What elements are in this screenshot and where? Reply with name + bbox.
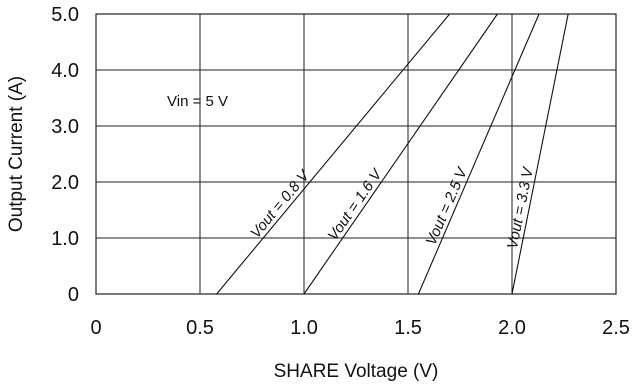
- y-tick-label: 4.0: [51, 60, 79, 82]
- x-tick-label: 1.0: [290, 317, 318, 339]
- x-tick-label: 2.5: [602, 317, 630, 339]
- y-axis-title: Output Current (A): [6, 76, 27, 232]
- series-labels: Vout = 0.8 V Vout = 1.6 V Vout = 2.5 V Vout…: [247, 164, 537, 251]
- x-tick-label: 0.5: [186, 317, 214, 339]
- y-tick-label: 2.0: [51, 172, 79, 194]
- y-tick-label: 1.0: [51, 228, 79, 250]
- series-line: [216, 13, 451, 295]
- series-label: Vout = 2.5 V: [423, 164, 472, 248]
- x-axis-title: SHARE Voltage (V): [274, 361, 439, 382]
- series-line: [511, 13, 569, 295]
- series-line: [303, 13, 498, 295]
- grid-layer: [95, 13, 617, 295]
- series-layer: [216, 13, 569, 295]
- plot-frame: [95, 13, 617, 295]
- y-tick-labels: 0 1.0 2.0 3.0 4.0 5.0: [51, 4, 79, 306]
- series-label: Vout = 3.3 V: [504, 164, 537, 250]
- series-line: [417, 13, 540, 295]
- x-tick-labels: 0 0.5 1.0 1.5 2.0 2.5: [90, 317, 629, 339]
- y-tick-label: 0: [68, 284, 79, 306]
- y-tick-label: 5.0: [51, 4, 79, 26]
- x-tick-label: 2.0: [498, 317, 526, 339]
- x-tick-label: 1.5: [394, 317, 422, 339]
- annotation-vin: Vin = 5 V: [167, 93, 228, 110]
- y-tick-label: 3.0: [51, 116, 79, 138]
- x-tick-label: 0: [90, 317, 101, 339]
- series-label: Vout = 1.6 V: [325, 165, 387, 244]
